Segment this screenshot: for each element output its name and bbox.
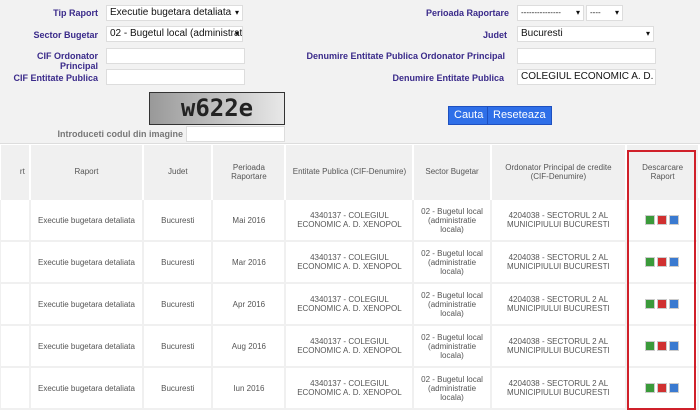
column-header: Ordonator Principal de credite (CIF-Denu…: [489, 145, 627, 199]
cell-sector: 02 - Bugetul local (administratie locala…: [412, 324, 492, 368]
judet-select[interactable]: Bucuresti: [517, 26, 654, 42]
cell-sector: 02 - Bugetul local (administratie locala…: [412, 282, 492, 326]
cell-raport: Executie bugetara detaliata: [28, 282, 145, 326]
cell-entitate: 4340137 - COLEGIUL ECONOMIC A. D. XENOPO…: [284, 240, 415, 284]
cell-blank: [0, 282, 31, 326]
tip-raport-label: Tip Raport: [53, 8, 98, 18]
perioada-label: Perioada Raportare: [425, 8, 509, 18]
pdf-icon[interactable]: [657, 299, 668, 309]
cell-entitate: 4340137 - COLEGIUL ECONOMIC A. D. XENOPO…: [284, 198, 415, 242]
cif-ord-input[interactable]: [106, 48, 245, 64]
cell-entitate: 4340137 - COLEGIUL ECONOMIC A. D. XENOPO…: [284, 282, 415, 326]
sector-label: Sector Bugetar: [33, 30, 98, 40]
cell-ordonator: 4204038 - SECTORUL 2 AL MUNICIPIULUI BUC…: [489, 240, 628, 284]
table-row: Executie bugetara detaliata Bucuresti Mai …: [0, 198, 699, 242]
excel-icon[interactable]: [645, 257, 656, 267]
cell-download: [625, 282, 699, 326]
cif-ord-label: CIF Ordonator Principal: [37, 51, 98, 71]
xml-icon[interactable]: [669, 215, 680, 225]
cell-sector: 02 - Bugetul local (administratie locala…: [412, 198, 492, 242]
column-header: rt: [0, 145, 30, 199]
column-header: Judet: [142, 145, 213, 199]
excel-icon[interactable]: [645, 215, 656, 225]
cell-blank: [0, 198, 31, 242]
table-row: Executie bugetara detaliata Bucuresti Aug …: [0, 324, 699, 368]
cell-ordonator: 4204038 - SECTORUL 2 AL MUNICIPIULUI BUC…: [489, 198, 628, 242]
cell-download: [625, 198, 699, 242]
cell-judet: Bucuresti: [142, 282, 214, 326]
cell-perioada: Apr 2016: [211, 282, 287, 326]
cell-ordonator: 4204038 - SECTORUL 2 AL MUNICIPIULUI BUC…: [489, 282, 628, 326]
column-header: Sector Bugetar: [412, 145, 491, 199]
xml-icon[interactable]: [669, 341, 680, 351]
column-header: Entitate Publica (CIF-Denumire): [284, 145, 414, 199]
table-row: Executie bugetara detaliata Bucuresti Apr …: [0, 282, 699, 326]
cell-judet: Bucuresti: [142, 366, 214, 410]
search-button[interactable]: Cauta: [448, 106, 490, 125]
cell-raport: Executie bugetara detaliata: [28, 324, 145, 368]
xml-icon[interactable]: [669, 257, 680, 267]
cell-perioada: Iun 2016: [211, 366, 287, 410]
reset-button[interactable]: Reseteaza: [487, 106, 552, 125]
pdf-icon[interactable]: [657, 257, 668, 267]
cell-download: [625, 324, 699, 368]
cell-sector: 02 - Bugetul local (administratie locala…: [412, 240, 492, 284]
sector-select[interactable]: 02 - Bugetul local (administrati: [106, 26, 243, 42]
cell-sector: 02 - Bugetul local (administratie locala…: [412, 366, 492, 410]
cell-perioada: Aug 2016: [211, 324, 287, 368]
captcha-image: w622e: [149, 92, 285, 125]
cell-blank: [0, 324, 31, 368]
cif-ent-input[interactable]: [106, 69, 245, 85]
den-ent-label: Denumire Entitate Publica: [392, 73, 504, 83]
xml-icon[interactable]: [669, 299, 680, 309]
cell-blank: [0, 366, 31, 410]
pdf-icon[interactable]: [657, 341, 668, 351]
cell-raport: Executie bugetara detaliata: [28, 198, 145, 242]
captcha-input[interactable]: [186, 126, 285, 142]
cell-judet: Bucuresti: [142, 198, 214, 242]
xml-icon[interactable]: [669, 383, 680, 393]
cell-perioada: Mai 2016: [211, 198, 287, 242]
judet-label: Judet: [482, 30, 507, 40]
excel-icon[interactable]: [645, 383, 656, 393]
results-table: rt Raport Judet Perioada Raportare Entitate …: [0, 145, 699, 410]
cell-raport: Executie bugetara detaliata: [28, 240, 145, 284]
perioada-year-select[interactable]: ----: [586, 5, 623, 21]
cell-judet: Bucuresti: [142, 324, 214, 368]
cell-download: [625, 240, 699, 284]
pdf-icon[interactable]: [657, 215, 668, 225]
den-ord-input[interactable]: [517, 48, 656, 64]
captcha-label: Introduceti codul din imagine: [57, 129, 183, 139]
cell-blank: [0, 240, 31, 284]
column-header: Perioada Raportare: [211, 145, 286, 199]
cell-entitate: 4340137 - COLEGIUL ECONOMIC A. D. XENOPO…: [284, 366, 415, 410]
column-header: Descarcare Raport: [625, 145, 698, 199]
cell-ordonator: 4204038 - SECTORUL 2 AL MUNICIPIULUI BUC…: [489, 324, 628, 368]
cell-ordonator: 4204038 - SECTORUL 2 AL MUNICIPIULUI BUC…: [489, 366, 628, 410]
den-ord-label: Denumire Entitate Publica Ordonator Prin…: [306, 51, 505, 61]
cell-judet: Bucuresti: [142, 240, 214, 284]
perioada-month-select[interactable]: ---------------: [517, 5, 584, 21]
column-header: Raport: [28, 145, 144, 199]
tip-raport-select[interactable]: Executie bugetara detaliata: [106, 5, 243, 21]
table-row: Executie bugetara detaliata Bucuresti Iun …: [0, 366, 699, 410]
table-row: Executie bugetara detaliata Bucuresti Mar …: [0, 240, 699, 284]
cif-ent-label: CIF Entitate Publica: [13, 73, 98, 83]
cell-perioada: Mar 2016: [211, 240, 287, 284]
cell-raport: Executie bugetara detaliata: [28, 366, 145, 410]
search-form: Tip Raport Executie bugetara detaliata S…: [0, 0, 700, 144]
den-ent-input[interactable]: COLEGIUL ECONOMIC A. D. XENOPOL: [517, 69, 656, 85]
cell-download: [625, 366, 699, 410]
excel-icon[interactable]: [645, 299, 656, 309]
cell-entitate: 4340137 - COLEGIUL ECONOMIC A. D. XENOPO…: [284, 324, 415, 368]
pdf-icon[interactable]: [657, 383, 668, 393]
excel-icon[interactable]: [645, 341, 656, 351]
